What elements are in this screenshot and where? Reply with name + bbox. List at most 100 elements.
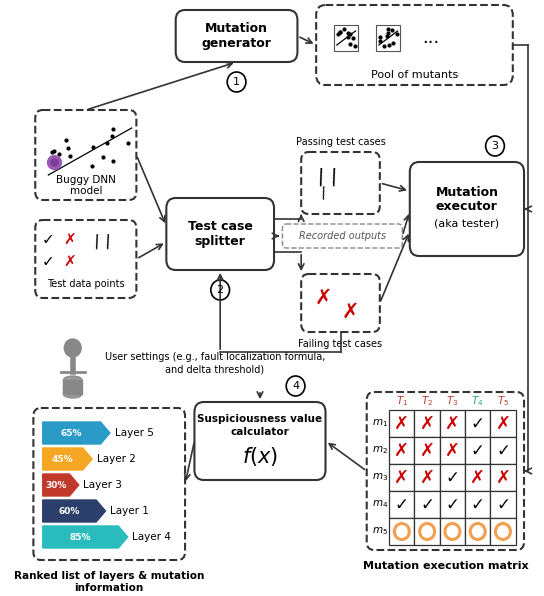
- Text: /: /: [103, 232, 114, 252]
- Bar: [465, 410, 490, 437]
- FancyBboxPatch shape: [166, 198, 274, 270]
- Text: 45%: 45%: [52, 455, 73, 464]
- Bar: [389, 491, 415, 518]
- Point: [335, 27, 344, 37]
- FancyBboxPatch shape: [410, 162, 524, 256]
- Text: ✗: ✗: [341, 302, 358, 322]
- Text: ✓: ✓: [471, 442, 485, 460]
- Circle shape: [445, 523, 460, 539]
- Text: ✓: ✓: [420, 495, 434, 514]
- Text: $T_3$: $T_3$: [446, 394, 459, 408]
- Ellipse shape: [63, 376, 82, 384]
- FancyBboxPatch shape: [194, 402, 325, 480]
- Text: Mutation: Mutation: [435, 187, 498, 200]
- Text: ✓: ✓: [496, 442, 510, 460]
- Text: ✗: ✗: [394, 442, 410, 460]
- Point: [346, 39, 355, 49]
- Text: ✓: ✓: [446, 495, 459, 514]
- Text: User settings (e.g., fault localization formula,: User settings (e.g., fault localization …: [105, 352, 325, 362]
- Bar: [490, 410, 516, 437]
- Text: ✗: ✗: [419, 442, 435, 460]
- Text: Layer 4: Layer 4: [132, 532, 171, 542]
- Text: Test case: Test case: [188, 219, 252, 232]
- Text: ✗: ✗: [496, 468, 510, 486]
- Circle shape: [227, 72, 246, 92]
- Text: information: information: [75, 583, 144, 593]
- Text: ✓: ✓: [42, 232, 55, 247]
- Point: [98, 152, 107, 162]
- Text: ✗: ✗: [419, 414, 435, 433]
- Text: $m_1$: $m_1$: [372, 418, 388, 429]
- Text: Layer 3: Layer 3: [83, 480, 122, 490]
- FancyBboxPatch shape: [176, 10, 298, 62]
- Bar: [415, 491, 440, 518]
- Point: [388, 26, 397, 35]
- Bar: [440, 410, 465, 437]
- Point: [380, 41, 388, 51]
- Polygon shape: [43, 526, 128, 548]
- Polygon shape: [43, 474, 79, 496]
- Point: [376, 32, 385, 42]
- Point: [376, 36, 385, 46]
- Circle shape: [286, 376, 305, 396]
- Text: ✗: ✗: [394, 468, 410, 486]
- Text: ✗: ✗: [496, 414, 510, 433]
- Bar: [465, 464, 490, 491]
- Point: [102, 138, 111, 148]
- Text: 60%: 60%: [59, 507, 80, 516]
- Text: 65%: 65%: [61, 429, 82, 437]
- Text: Recorded outputs: Recorded outputs: [299, 231, 386, 241]
- Point: [48, 147, 57, 156]
- Point: [339, 24, 348, 34]
- Bar: [440, 464, 465, 491]
- FancyBboxPatch shape: [301, 274, 380, 332]
- Point: [393, 29, 401, 39]
- Text: /: /: [316, 167, 327, 188]
- Text: ✗: ✗: [445, 442, 460, 460]
- Text: ✗: ✗: [419, 468, 435, 486]
- Bar: [389, 518, 415, 545]
- Text: $T_4$: $T_4$: [472, 394, 484, 408]
- Point: [123, 138, 132, 148]
- Text: generator: generator: [202, 38, 271, 51]
- Point: [349, 34, 357, 44]
- Point: [335, 27, 344, 37]
- Point: [55, 150, 64, 159]
- Point: [66, 151, 75, 161]
- Point: [350, 42, 359, 51]
- Text: Suspiciousness value: Suspiciousness value: [197, 414, 323, 424]
- Text: 3: 3: [491, 141, 498, 151]
- Text: Layer 2: Layer 2: [97, 454, 135, 464]
- Bar: [415, 410, 440, 437]
- Text: Mutation execution matrix: Mutation execution matrix: [362, 561, 528, 571]
- Text: ✗: ✗: [64, 254, 76, 269]
- Text: Passing test cases: Passing test cases: [295, 137, 385, 147]
- Ellipse shape: [63, 390, 82, 398]
- Bar: [389, 437, 415, 464]
- Text: $f(x)$: $f(x)$: [242, 445, 278, 468]
- Text: splitter: splitter: [195, 235, 246, 249]
- Circle shape: [496, 523, 510, 539]
- Circle shape: [419, 523, 435, 539]
- Bar: [490, 437, 516, 464]
- FancyBboxPatch shape: [367, 392, 524, 550]
- Text: $T_5$: $T_5$: [497, 394, 509, 408]
- Text: $m_5$: $m_5$: [372, 526, 388, 538]
- Text: ✓: ✓: [42, 254, 55, 269]
- Text: /: /: [329, 167, 341, 188]
- Text: 1: 1: [233, 77, 240, 87]
- Bar: [465, 437, 490, 464]
- FancyBboxPatch shape: [33, 408, 185, 560]
- Text: 30%: 30%: [45, 480, 67, 489]
- Text: executor: executor: [436, 200, 498, 213]
- Point: [50, 147, 58, 156]
- Bar: [440, 491, 465, 518]
- Bar: [490, 464, 516, 491]
- FancyBboxPatch shape: [282, 224, 403, 248]
- Circle shape: [486, 136, 504, 156]
- Text: ✓: ✓: [471, 414, 485, 433]
- Text: and delta threshold): and delta threshold): [165, 365, 264, 375]
- Text: 85%: 85%: [70, 532, 91, 542]
- Text: Mutation: Mutation: [205, 23, 268, 36]
- Point: [383, 31, 392, 41]
